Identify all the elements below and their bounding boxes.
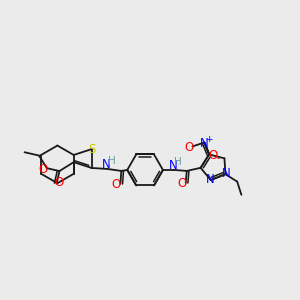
Text: -: - xyxy=(217,154,220,163)
Text: N: N xyxy=(200,137,209,150)
Text: O: O xyxy=(38,163,47,176)
Text: H: H xyxy=(174,157,182,167)
Text: N: N xyxy=(222,167,231,180)
Text: H: H xyxy=(108,156,115,166)
Text: O: O xyxy=(177,177,186,190)
Text: S: S xyxy=(88,142,95,156)
Text: O: O xyxy=(185,141,194,154)
Text: +: + xyxy=(206,135,213,144)
Text: N: N xyxy=(169,160,177,172)
Text: N: N xyxy=(102,158,111,172)
Text: O: O xyxy=(54,176,63,189)
Text: N: N xyxy=(206,172,215,185)
Text: O: O xyxy=(112,178,121,191)
Text: O: O xyxy=(208,149,218,162)
